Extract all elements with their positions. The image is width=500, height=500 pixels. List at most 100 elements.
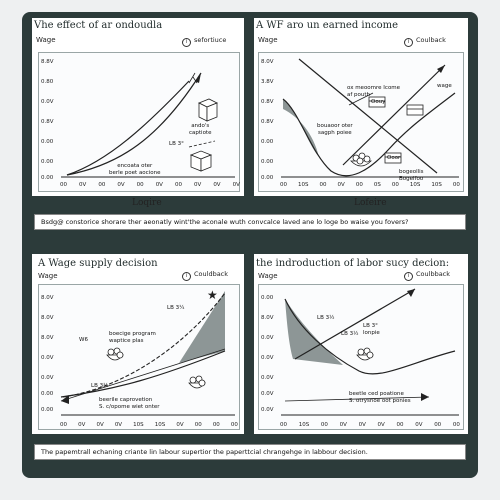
x-tick: 10S bbox=[298, 422, 310, 428]
x-ticks: 00 10S 00 0V 0V 0V 00 0V 00 00 bbox=[280, 422, 460, 428]
panel-bottom-right: the indroduction of labor sucy decion: W… bbox=[254, 254, 468, 434]
x-tick: 0V bbox=[114, 422, 123, 428]
x-ticks: 00 0V 0V 0V 10S 10S 0V 00 00 00 bbox=[60, 422, 238, 428]
y-tick: 0.0V bbox=[41, 355, 54, 361]
x-tick: 00 bbox=[60, 182, 67, 188]
x-tick: 0V bbox=[96, 422, 104, 428]
legend-chip: i Couldback bbox=[182, 270, 228, 281]
caption-middle: Bsdg@ constorice shorare ther aeonatly w… bbox=[34, 214, 466, 230]
y-tick: 0.0V bbox=[261, 355, 274, 361]
annotation: LB 3½ bbox=[317, 315, 335, 321]
plot-area: 0.00 8.0V 0.0V 0.0V 0.0V 0.0V 0.0V LB 3½… bbox=[258, 284, 464, 430]
x-tick: 0V bbox=[339, 422, 347, 428]
x-tick: 00 bbox=[212, 422, 220, 428]
y-tick: 0.8V bbox=[261, 119, 274, 125]
x-ticks: 00 10S 00 0V 00 0S 00 10S 10S 00 bbox=[280, 182, 460, 188]
annotation: LB 3½ bbox=[341, 331, 359, 337]
curves bbox=[61, 72, 235, 178]
y-tick: 0.0V bbox=[261, 391, 274, 397]
annotation: LB 3° bbox=[169, 141, 184, 147]
y-tick: 0.00 bbox=[41, 407, 54, 413]
legend-chip: i sefortiuce bbox=[182, 36, 226, 47]
y-tick: 3.8V bbox=[261, 79, 274, 85]
y-tick: 0.0V bbox=[261, 335, 274, 341]
annotation: LB 3° lonpie bbox=[363, 323, 380, 336]
x-tick: 00 bbox=[194, 422, 202, 428]
plot-area: 8.8V 0.80 0.0V 0.8V 0.00 0.00 0.00 ando'… bbox=[38, 52, 240, 192]
x-tick: 0V bbox=[176, 422, 184, 428]
x-tick: 10S bbox=[133, 422, 144, 428]
plot-area: 8.0V 3.8V 0.8V 0.8V 0.00 0.00 0.00 ox me bbox=[258, 52, 464, 192]
y-tick: 0.8V bbox=[41, 119, 54, 125]
y-tick: 8.0V bbox=[41, 295, 54, 301]
annotation: boecige program waptice plas bbox=[109, 331, 156, 344]
y-tick: 0.00 bbox=[261, 295, 274, 301]
y-tick: 0.00 bbox=[41, 159, 54, 165]
x-tick: 00 bbox=[280, 422, 287, 428]
y-tick: 0.00 bbox=[41, 391, 54, 397]
y-tick: 0.00 bbox=[261, 139, 274, 145]
panel-top-left: Vhe effect of ar ondoudla Wage i sefortiu… bbox=[32, 18, 244, 196]
y-tick: 0.8V bbox=[261, 99, 274, 105]
legend-chip-label: Coulbback bbox=[416, 270, 451, 278]
y-tick: 0.0V bbox=[41, 375, 54, 381]
x-tick: 10S bbox=[298, 182, 309, 188]
x-tick: 10S bbox=[409, 182, 421, 188]
y-tick: 8.0V bbox=[261, 59, 274, 65]
x-tick: 00 bbox=[320, 422, 328, 428]
x-tick: 00 bbox=[452, 182, 460, 188]
legend-chip: i Coulbback bbox=[404, 270, 450, 281]
legend-chip: i Coulback bbox=[404, 36, 446, 47]
annotation: bogeollis Bogeifoo bbox=[399, 169, 424, 182]
x-tick: 0V bbox=[213, 182, 221, 188]
y-axis-label: Wage bbox=[36, 36, 56, 44]
y-tick: 8.8V bbox=[41, 59, 54, 65]
x-tick: 0V bbox=[117, 182, 125, 188]
curves bbox=[281, 58, 459, 178]
x-tick: 00 bbox=[396, 422, 404, 428]
legend-chip-label: sefortiuce bbox=[194, 36, 227, 44]
y-tick: 0.00 bbox=[261, 159, 274, 165]
x-tick: 00 bbox=[280, 182, 287, 188]
x-tick: 0V bbox=[232, 182, 240, 188]
bowl-icon bbox=[106, 347, 206, 389]
x-tick: 00 bbox=[174, 182, 182, 188]
x-tick: 00 bbox=[434, 422, 442, 428]
bowl-icon bbox=[356, 347, 374, 361]
y-axis-label: Wage bbox=[258, 36, 278, 44]
panel-top-right: A WF aro un earned income Wage i Coulback… bbox=[254, 18, 468, 196]
x-tick: 10S bbox=[154, 422, 166, 428]
x-tick: 0V bbox=[337, 182, 345, 188]
x-tick: 00 bbox=[136, 182, 144, 188]
y-tick: 8.0V bbox=[41, 315, 54, 321]
x-tick: 00 bbox=[60, 422, 67, 428]
info-icon: i bbox=[182, 38, 191, 47]
x-tick: 0V bbox=[79, 182, 87, 188]
x-tick: 00 bbox=[452, 422, 460, 428]
y-tick: 0.0V bbox=[261, 407, 274, 413]
panel-title: A Wage supply decision bbox=[38, 258, 158, 269]
x-tick: 0V bbox=[194, 182, 202, 188]
x-tick: 00 bbox=[355, 182, 363, 188]
legend-chip-label: Couldback bbox=[194, 270, 229, 278]
panel-title: Vhe effect of ar ondoudla bbox=[34, 20, 163, 31]
x-tick: 0S bbox=[373, 182, 381, 188]
annotation: W6 bbox=[79, 337, 88, 343]
x-tick: 0V bbox=[415, 422, 423, 428]
plot-area: 8.0V 8.0V 8.0V 0.0V 0.0V 0.00 0.00 ★ LB … bbox=[38, 284, 240, 430]
y-tick: 0.0V bbox=[261, 375, 274, 381]
annotation: LB 3¼ bbox=[91, 383, 109, 389]
info-icon: i bbox=[404, 38, 413, 47]
y-tick: 0.80 bbox=[41, 79, 54, 85]
x-tick: 10S bbox=[431, 182, 442, 188]
legend-chip-label: Coulback bbox=[416, 36, 446, 44]
x-tick: 0V bbox=[358, 422, 366, 428]
y-tick: 0.00 bbox=[41, 139, 54, 145]
bowl-icon bbox=[350, 152, 372, 167]
y-axis-label: Wage bbox=[258, 272, 278, 280]
curves bbox=[60, 291, 235, 416]
panel-title: A WF aro un earned income bbox=[256, 20, 399, 31]
info-icon: i bbox=[404, 272, 413, 281]
svg-text:★: ★ bbox=[207, 288, 218, 302]
annotation: bouaoor oter sagph poiee bbox=[317, 123, 353, 136]
